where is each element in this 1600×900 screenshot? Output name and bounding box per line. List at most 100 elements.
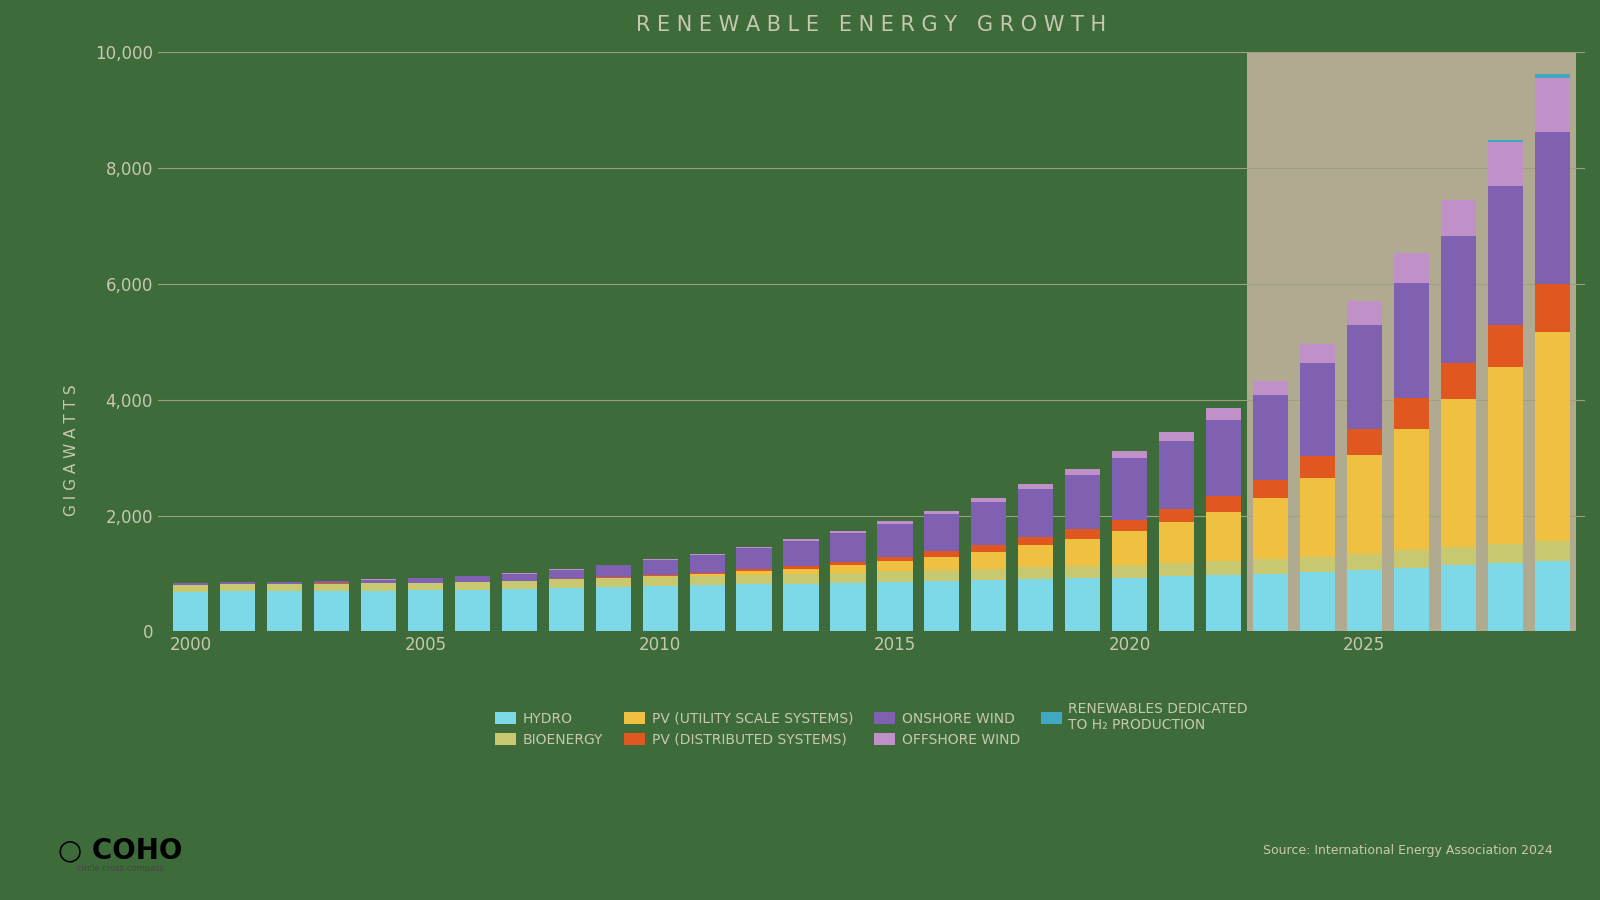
Bar [1299, 456, 1334, 479]
Bar [1246, 52, 1576, 632]
Bar [1112, 451, 1147, 458]
Bar [1440, 400, 1475, 547]
Bar [971, 545, 1006, 552]
Bar [736, 575, 771, 584]
Bar [1347, 301, 1382, 325]
Bar [643, 577, 678, 586]
Bar [1347, 429, 1382, 455]
Bar [408, 590, 443, 632]
Bar [971, 502, 1006, 545]
Bar [877, 562, 912, 572]
Bar [1018, 537, 1053, 545]
Bar [1394, 283, 1429, 398]
Text: Source: International Energy Association 2024: Source: International Energy Association… [1262, 844, 1554, 857]
Bar [595, 565, 630, 577]
Bar [643, 575, 678, 576]
Bar [173, 592, 208, 632]
Bar [1158, 576, 1194, 632]
Bar [925, 581, 960, 632]
Bar [877, 524, 912, 557]
Bar [1347, 455, 1382, 554]
Bar [1299, 479, 1334, 557]
Bar [1112, 458, 1147, 520]
Bar [784, 539, 819, 541]
Bar [1394, 568, 1429, 632]
Bar [1299, 557, 1334, 572]
Bar [1018, 567, 1053, 580]
Bar [1488, 326, 1523, 367]
Bar [925, 510, 960, 514]
Bar [314, 580, 349, 583]
Bar [595, 579, 630, 587]
Bar [1347, 570, 1382, 632]
Bar [595, 587, 630, 632]
Bar [784, 569, 819, 574]
Bar [925, 552, 960, 557]
Bar [502, 590, 538, 632]
Bar [736, 570, 771, 572]
Bar [830, 533, 866, 562]
Bar [549, 570, 584, 579]
Bar [690, 574, 725, 576]
Bar [1440, 547, 1475, 565]
Bar [454, 590, 490, 632]
Bar [362, 583, 397, 590]
Bar [1018, 545, 1053, 567]
Bar [1347, 325, 1382, 429]
Bar [1440, 200, 1475, 237]
Bar [1112, 520, 1147, 531]
Bar [1488, 544, 1523, 563]
Bar [1440, 565, 1475, 632]
Bar [784, 584, 819, 632]
Bar [1018, 484, 1053, 489]
Bar [1253, 395, 1288, 480]
Bar [925, 570, 960, 581]
Bar [925, 557, 960, 570]
Bar [1534, 284, 1570, 332]
Bar [1534, 541, 1570, 561]
Bar [690, 576, 725, 585]
Bar [1394, 550, 1429, 568]
Bar [502, 581, 538, 590]
Bar [1488, 563, 1523, 632]
Bar [784, 541, 819, 566]
Bar [830, 531, 866, 533]
Bar [1018, 489, 1053, 537]
Bar [173, 583, 208, 585]
Bar [1158, 509, 1194, 522]
Bar [830, 572, 866, 583]
Text: circle cross compass: circle cross compass [77, 864, 163, 873]
Text: G I G A W A T T S: G I G A W A T T S [64, 384, 80, 516]
Bar [1394, 398, 1429, 428]
Bar [221, 584, 256, 591]
Bar [1488, 186, 1523, 326]
Bar [643, 560, 678, 575]
Bar [690, 585, 725, 632]
Bar [1253, 381, 1288, 395]
Bar [1253, 559, 1288, 574]
Bar [1158, 522, 1194, 562]
Bar [502, 573, 538, 580]
Bar [1440, 237, 1475, 364]
Bar [314, 591, 349, 632]
Bar [1347, 554, 1382, 570]
Bar [643, 586, 678, 632]
Bar [1299, 363, 1334, 456]
Bar [1206, 408, 1242, 419]
Bar [1206, 561, 1242, 575]
Bar [971, 499, 1006, 502]
Bar [1253, 480, 1288, 499]
Bar [454, 576, 490, 581]
Bar [1066, 539, 1101, 566]
Bar [1534, 74, 1570, 78]
Bar [736, 584, 771, 632]
Bar [971, 580, 1006, 632]
Legend: HYDRO, BIOENERGY, PV (UTILITY SCALE SYSTEMS), PV (DISTRIBUTED SYSTEMS), ONSHORE : HYDRO, BIOENERGY, PV (UTILITY SCALE SYST… [490, 697, 1254, 752]
Bar [736, 572, 771, 575]
Bar [1488, 141, 1523, 186]
Bar [1066, 529, 1101, 539]
Bar [690, 572, 725, 574]
Bar [221, 591, 256, 632]
Bar [784, 566, 819, 569]
Bar [830, 565, 866, 572]
